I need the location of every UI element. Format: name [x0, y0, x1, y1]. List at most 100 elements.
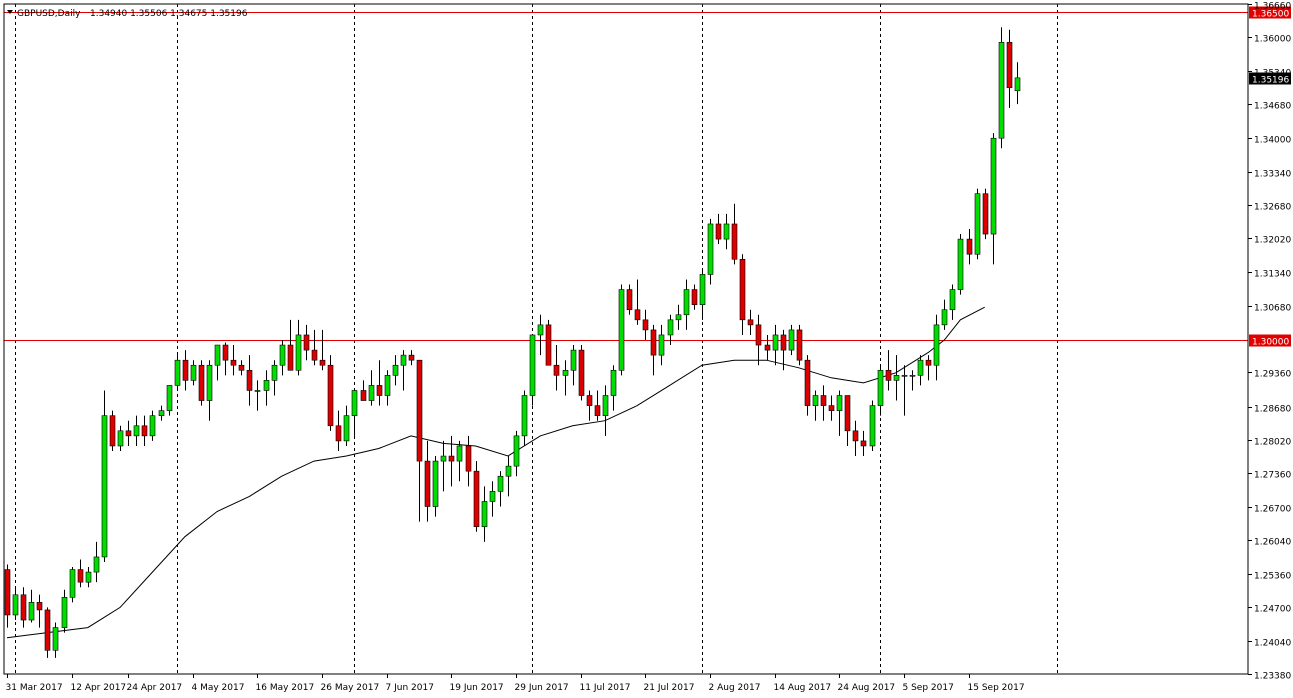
candle-body	[52, 627, 59, 651]
candle-body	[755, 324, 762, 346]
candle-body	[28, 602, 35, 621]
candle-body	[271, 364, 278, 381]
candle-body	[489, 491, 496, 502]
candle-body	[820, 395, 827, 406]
level-price-label: 1.30000	[1252, 338, 1289, 348]
candle-body	[521, 395, 528, 437]
candle-body	[537, 324, 544, 336]
price-tick-label: 1.36660	[1254, 2, 1291, 12]
candle-body	[4, 569, 11, 616]
candle-body	[505, 465, 512, 477]
candle-body	[650, 329, 657, 356]
candle-body	[206, 364, 213, 401]
candle-body	[376, 385, 383, 396]
time-axis: 31 Mar 2017 12 Apr 2017 24 Apr 2017 4 May 2…	[6, 674, 1025, 693]
candle-body	[117, 430, 124, 447]
time-tick-label: 2 Aug 2017	[709, 683, 761, 693]
candle-body	[941, 309, 948, 326]
candle-body	[12, 594, 19, 616]
candle-body	[901, 375, 908, 377]
time-tick-label: 16 May 2017	[256, 683, 315, 693]
ohlc-label: 1.34940 1.35506 1.34675 1.35196	[90, 9, 248, 19]
price-tick-label: 1.30680	[1254, 304, 1291, 314]
time-tick-label: 24 Aug 2017	[838, 683, 896, 693]
candle-body	[1006, 42, 1013, 89]
candle-body	[683, 289, 690, 316]
candle-body	[36, 602, 43, 611]
candle-body	[93, 556, 100, 573]
candle-body	[254, 390, 261, 392]
candle-body	[158, 410, 165, 416]
candle-body	[343, 415, 350, 442]
candle-body	[133, 425, 140, 437]
price-tick-label: 1.23380	[1254, 672, 1291, 682]
candle-body	[149, 415, 156, 437]
candle-body	[481, 501, 488, 527]
candle-body	[303, 334, 310, 351]
candle-body	[869, 405, 876, 447]
candle-body	[780, 334, 787, 351]
price-tick-label: 1.26040	[1254, 538, 1291, 548]
candle-body	[877, 369, 884, 406]
candle-body	[529, 334, 536, 396]
candle-body	[465, 445, 472, 472]
time-tick-label: 4 May 2017	[192, 683, 245, 693]
candle-body	[279, 344, 286, 366]
candles-layer	[4, 27, 1021, 658]
candle-body	[295, 334, 302, 371]
candle-body	[392, 364, 399, 376]
candle-body	[214, 344, 221, 366]
price-tick-label: 1.24040	[1254, 639, 1291, 649]
price-tick-label: 1.28020	[1254, 438, 1291, 448]
candle-body	[772, 334, 779, 351]
candle-body	[610, 369, 617, 396]
time-tick-label: 29 Jun 2017	[515, 683, 569, 693]
candle-body	[456, 445, 463, 462]
time-tick-label: 5 Sep 2017	[903, 683, 954, 693]
period-separators	[15, 4, 1058, 674]
candle-body	[731, 223, 738, 260]
moving-average-line	[6, 306, 985, 639]
candle-body	[368, 385, 375, 401]
level-price-box	[1249, 334, 1291, 347]
candle-body	[893, 375, 900, 381]
candle-body	[432, 460, 439, 507]
candle-body	[360, 390, 367, 401]
candle-body	[311, 349, 318, 361]
candle-body	[707, 223, 714, 275]
candle-body	[691, 289, 698, 305]
candle-body	[77, 569, 84, 583]
price-tick-label: 1.36000	[1254, 35, 1291, 45]
candle-body	[416, 359, 423, 462]
candle-body	[634, 309, 641, 321]
dropdown-triangle-icon[interactable]	[7, 10, 13, 14]
candle-body	[982, 193, 989, 235]
symbol-label: GBPUSD,Daily	[17, 9, 81, 19]
candle-body	[351, 390, 358, 416]
price-tick-label: 1.24700	[1254, 605, 1291, 615]
moving-average-layer	[6, 306, 985, 639]
price-tick-label: 1.32020	[1254, 236, 1291, 246]
candle-body	[917, 359, 924, 376]
candle-body	[513, 435, 520, 467]
candle-body	[675, 314, 682, 321]
candle-body	[287, 344, 294, 371]
candle-body	[618, 289, 625, 371]
time-tick-label: 14 Aug 2017	[774, 683, 832, 693]
candle-body	[933, 324, 940, 366]
candle-body	[828, 405, 835, 411]
candle-body	[263, 380, 270, 391]
candle-body	[400, 354, 407, 366]
time-tick-label: 12 Apr 2017	[71, 683, 127, 693]
price-tick-label: 1.29360	[1254, 370, 1291, 380]
candle-body	[885, 369, 892, 381]
candle-body	[246, 369, 253, 391]
candle-body	[739, 258, 746, 321]
time-tick-label: 24 Apr 2017	[127, 683, 183, 693]
price-tick-label: 1.27360	[1254, 471, 1291, 481]
candle-body	[408, 354, 415, 361]
candle-body	[222, 344, 229, 361]
candle-body	[141, 425, 148, 437]
